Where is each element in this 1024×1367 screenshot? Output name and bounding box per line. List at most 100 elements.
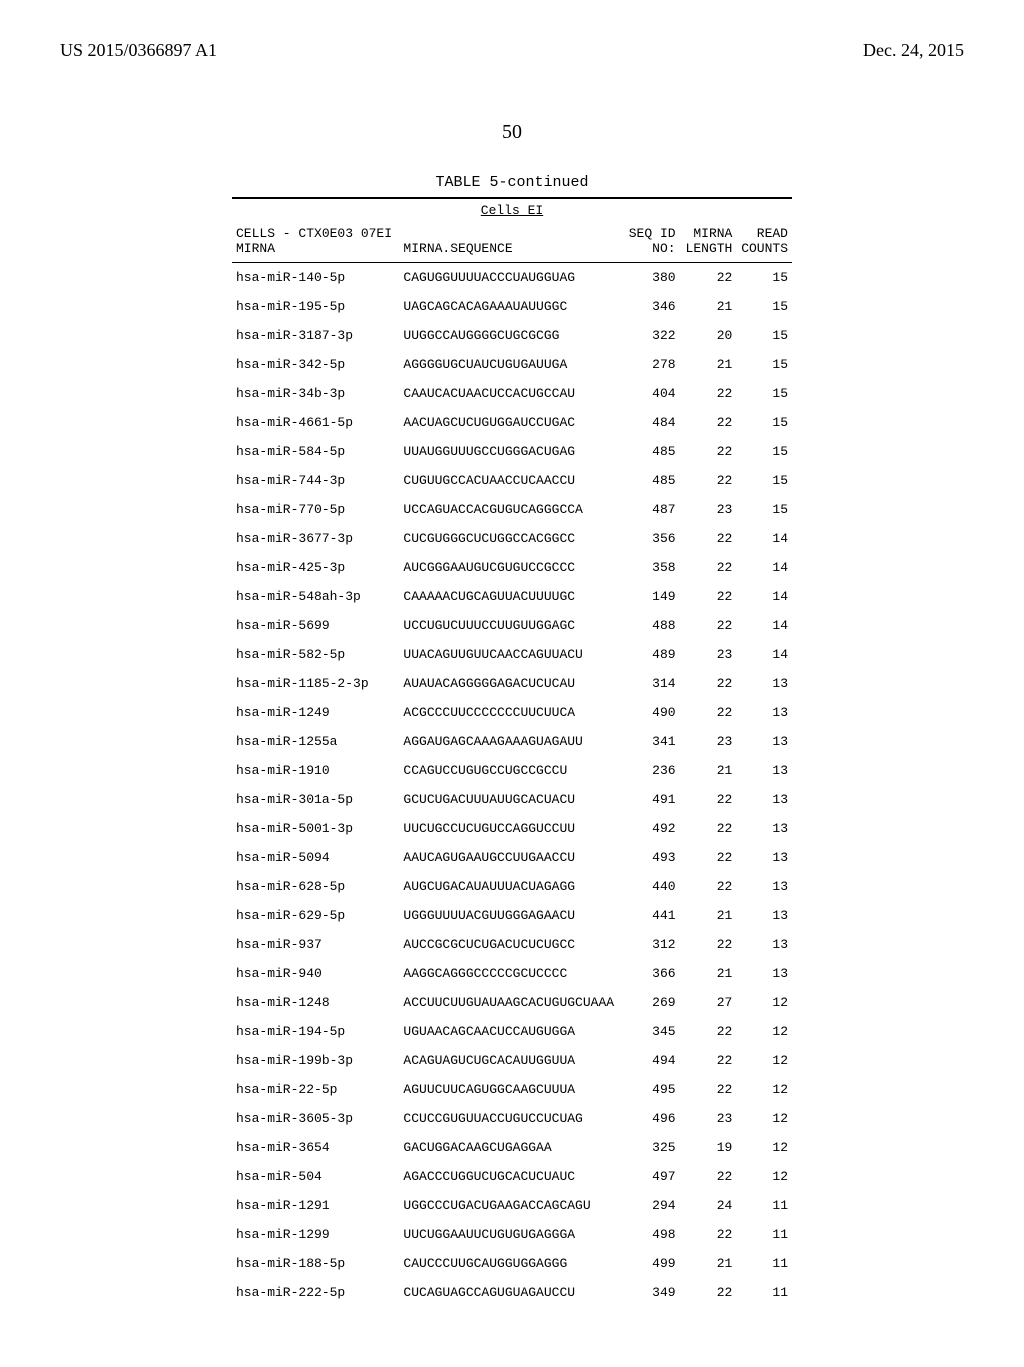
cell-length: 27 — [680, 988, 737, 1017]
cell-mirna-name: hsa-miR-194-5p — [232, 1017, 399, 1046]
cell-mirna-name: hsa-miR-770-5p — [232, 495, 399, 524]
cell-length: 22 — [680, 814, 737, 843]
table-row: hsa-miR-582-5pUUACAGUUGUUCAACCAGUUACU489… — [232, 640, 792, 669]
cell-length: 22 — [680, 437, 737, 466]
table-row: hsa-miR-301a-5pGCUCUGACUUUAUUGCACUACU491… — [232, 785, 792, 814]
cell-seq-id: 358 — [623, 553, 680, 582]
cell-length: 21 — [680, 292, 737, 321]
table-row: hsa-miR-548ah-3pCAAAAACUGCAGUUACUUUUGC14… — [232, 582, 792, 611]
cell-read-counts: 12 — [736, 1017, 792, 1046]
table-row: hsa-miR-4661-5pAACUAGCUCUGUGGAUCCUGAC484… — [232, 408, 792, 437]
cell-read-counts: 13 — [736, 930, 792, 959]
cell-sequence: UAGCAGCACAGAAAUAUUGGC — [399, 292, 622, 321]
cell-read-counts: 12 — [736, 988, 792, 1017]
cell-read-counts: 15 — [736, 466, 792, 495]
table-row: hsa-miR-5094AAUCAGUGAAUGCCUUGAACCU493221… — [232, 843, 792, 872]
cell-length: 22 — [680, 669, 737, 698]
cell-mirna-name: hsa-miR-1910 — [232, 756, 399, 785]
cell-read-counts: 14 — [736, 611, 792, 640]
cell-sequence: CAAAAACUGCAGUUACUUUUGC — [399, 582, 622, 611]
column-header-row: CELLS - CTX0E03 07EI MIRNA MIRNA.SEQUENC… — [232, 220, 792, 263]
cell-length: 22 — [680, 872, 737, 901]
table-row: hsa-miR-3187-3pUUGGCCAUGGGGCUGCGCGG32220… — [232, 321, 792, 350]
table-row: hsa-miR-3654GACUGGACAAGCUGAGGAA3251912 — [232, 1133, 792, 1162]
cell-sequence: CCAGUCCUGUGCCUGCCGCCU — [399, 756, 622, 785]
cell-read-counts: 13 — [736, 814, 792, 843]
cell-read-counts: 15 — [736, 350, 792, 379]
cell-sequence: AAUCAGUGAAUGCCUUGAACCU — [399, 843, 622, 872]
cell-seq-id: 489 — [623, 640, 680, 669]
cell-read-counts: 13 — [736, 843, 792, 872]
cell-mirna-name: hsa-miR-5001-3p — [232, 814, 399, 843]
table-row: hsa-miR-770-5pUCCAGUACCACGUGUCAGGGCCA487… — [232, 495, 792, 524]
cell-read-counts: 14 — [736, 582, 792, 611]
page-number: 50 — [60, 121, 964, 144]
cell-read-counts: 12 — [736, 1046, 792, 1075]
cell-sequence: CUGUUGCCACUAACCUCAACCU — [399, 466, 622, 495]
table-row: hsa-miR-425-3pAUCGGGAAUGUCGUGUCCGCCC3582… — [232, 553, 792, 582]
table-row: hsa-miR-1255aAGGAUGAGCAAAGAAAGUAGAUU3412… — [232, 727, 792, 756]
cell-length: 22 — [680, 785, 737, 814]
cell-read-counts: 15 — [736, 292, 792, 321]
col-sequence-header: MIRNA.SEQUENCE — [399, 220, 622, 263]
cell-length: 22 — [680, 553, 737, 582]
cell-length: 22 — [680, 1278, 737, 1307]
cell-sequence: AUCGGGAAUGUCGUGUCCGCCC — [399, 553, 622, 582]
cell-read-counts: 11 — [736, 1220, 792, 1249]
cell-mirna-name: hsa-miR-5699 — [232, 611, 399, 640]
cell-length: 24 — [680, 1191, 737, 1220]
cell-read-counts: 14 — [736, 553, 792, 582]
cell-seq-id: 236 — [623, 756, 680, 785]
cell-mirna-name: hsa-miR-3187-3p — [232, 321, 399, 350]
cell-read-counts: 11 — [736, 1191, 792, 1220]
cell-seq-id: 484 — [623, 408, 680, 437]
cell-sequence: CAGUGGUUUUACCCUAUGGUAG — [399, 263, 622, 293]
table-row: hsa-miR-342-5pAGGGGUGCUAUCUGUGAUUGA27821… — [232, 350, 792, 379]
cell-mirna-name: hsa-miR-744-3p — [232, 466, 399, 495]
table-row: hsa-miR-1910CCAGUCCUGUGCCUGCCGCCU2362113 — [232, 756, 792, 785]
cell-seq-id: 149 — [623, 582, 680, 611]
cell-sequence: AGGGGUGCUAUCUGUGAUUGA — [399, 350, 622, 379]
data-table: Cells EI CELLS - CTX0E03 07EI MIRNA MIRN… — [232, 197, 792, 1307]
cell-sequence: UUAUGGUUUGCCUGGGACUGAG — [399, 437, 622, 466]
cell-seq-id: 278 — [623, 350, 680, 379]
cell-mirna-name: hsa-miR-1185-2-3p — [232, 669, 399, 698]
cell-length: 23 — [680, 495, 737, 524]
cell-length: 21 — [680, 756, 737, 785]
col-length-header: MIRNA LENGTH — [680, 220, 737, 263]
cell-length: 22 — [680, 1162, 737, 1191]
cell-sequence: UCCAGUACCACGUGUCAGGGCCA — [399, 495, 622, 524]
cell-mirna-name: hsa-miR-188-5p — [232, 1249, 399, 1278]
cell-seq-id: 494 — [623, 1046, 680, 1075]
cell-length: 23 — [680, 640, 737, 669]
cell-length: 22 — [680, 1017, 737, 1046]
cell-seq-id: 341 — [623, 727, 680, 756]
cell-seq-id: 322 — [623, 321, 680, 350]
cell-length: 22 — [680, 582, 737, 611]
cell-seq-id: 488 — [623, 611, 680, 640]
cell-mirna-name: hsa-miR-3654 — [232, 1133, 399, 1162]
page-header: US 2015/0366897 A1 Dec. 24, 2015 — [60, 40, 964, 61]
cell-mirna-name: hsa-miR-1291 — [232, 1191, 399, 1220]
cell-read-counts: 15 — [736, 379, 792, 408]
cell-length: 22 — [680, 698, 737, 727]
cell-sequence: AUCCGCGCUCUGACUCUCUGCC — [399, 930, 622, 959]
table-row: hsa-miR-195-5pUAGCAGCACAGAAAUAUUGGC34621… — [232, 292, 792, 321]
cell-read-counts: 15 — [736, 408, 792, 437]
cell-mirna-name: hsa-miR-342-5p — [232, 350, 399, 379]
cell-mirna-name: hsa-miR-1299 — [232, 1220, 399, 1249]
cell-seq-id: 346 — [623, 292, 680, 321]
table-row: hsa-miR-1249ACGCCCUUCCCCCCCUUCUUCA490221… — [232, 698, 792, 727]
cell-sequence: UCCUGUCUUUCCUUGUUGGAGC — [399, 611, 622, 640]
table-row: hsa-miR-940AAGGCAGGGCCCCCGCUCCCC3662113 — [232, 959, 792, 988]
table-row: hsa-miR-744-3pCUGUUGCCACUAACCUCAACCU4852… — [232, 466, 792, 495]
cell-mirna-name: hsa-miR-548ah-3p — [232, 582, 399, 611]
table-row: hsa-miR-584-5pUUAUGGUUUGCCUGGGACUGAG4852… — [232, 437, 792, 466]
cell-sequence: UUGGCCAUGGGGCUGCGCGG — [399, 321, 622, 350]
cell-sequence: UUACAGUUGUUCAACCAGUUACU — [399, 640, 622, 669]
cell-mirna-name: hsa-miR-937 — [232, 930, 399, 959]
cell-seq-id: 404 — [623, 379, 680, 408]
cell-seq-id: 497 — [623, 1162, 680, 1191]
table-row: hsa-miR-1291UGGCCCUGACUGAAGACCAGCAGU2942… — [232, 1191, 792, 1220]
cell-length: 21 — [680, 350, 737, 379]
